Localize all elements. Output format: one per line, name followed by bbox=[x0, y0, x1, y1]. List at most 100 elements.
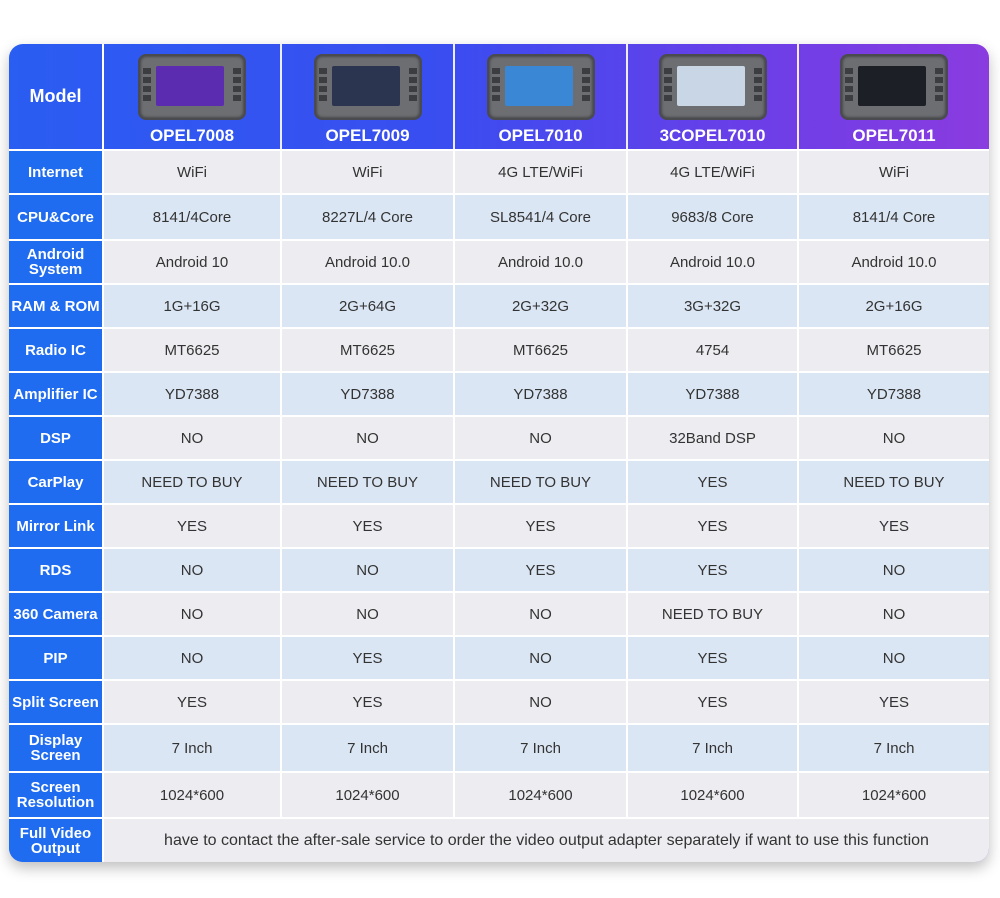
spec-label: Mirror Link bbox=[9, 504, 104, 549]
spec-value: 7 Inch bbox=[103, 724, 282, 773]
spec-value: YES bbox=[281, 504, 455, 549]
car-stereo-image bbox=[658, 53, 767, 120]
spec-value: 8227L/4 Core bbox=[281, 194, 455, 241]
spec-value: YES bbox=[103, 680, 282, 725]
spec-value: YES bbox=[281, 680, 455, 725]
spec-value: YD7388 bbox=[281, 372, 455, 417]
spec-row: Screen Resolution 1024*600 1024*600 1024*60… bbox=[9, 772, 989, 819]
spec-value: 4G LTE/WiFi bbox=[627, 150, 799, 195]
model-name: OPEL7011 bbox=[852, 125, 936, 145]
spec-value: Android 10.0 bbox=[798, 240, 989, 285]
model-header-row: Model OPEL7008 OPEL7009 OPEL7010 3COPEL7… bbox=[9, 44, 989, 151]
spec-value: NEED TO BUY bbox=[454, 460, 628, 505]
spec-value: YES bbox=[627, 680, 799, 725]
model-name: OPEL7010 bbox=[498, 125, 583, 145]
model-name: 3COPEL7010 bbox=[659, 125, 766, 145]
spec-value: YES bbox=[627, 504, 799, 549]
spec-value: MT6625 bbox=[103, 328, 282, 373]
spec-value: NO bbox=[103, 636, 282, 681]
spec-label: Radio IC bbox=[9, 328, 104, 373]
spec-label: 360 Camera bbox=[9, 592, 104, 637]
spec-row: RAM & ROM 1G+16G 2G+64G 2G+32G 3G+32G 2G+16G bbox=[9, 284, 989, 329]
spec-value: 32Band DSP bbox=[627, 416, 799, 461]
spec-row: Internet WiFi WiFi 4G LTE/WiFi 4G LTE/WiFi Wi… bbox=[9, 150, 989, 195]
spec-value: NO bbox=[798, 416, 989, 461]
spec-row: CarPlay NEED TO BUY NEED TO BUY NEED TO BUY… bbox=[9, 460, 989, 505]
spec-value: YES bbox=[798, 504, 989, 549]
spec-row: CPU&Core 8141/4Core 8227L/4 Core SL8541/4 C… bbox=[9, 194, 989, 241]
spec-value: WiFi bbox=[798, 150, 989, 195]
spec-value: MT6625 bbox=[798, 328, 989, 373]
spec-value: 1G+16G bbox=[103, 284, 282, 329]
spec-value: NO bbox=[454, 416, 628, 461]
spec-value: NO bbox=[454, 680, 628, 725]
spec-row: DSP NO NO NO 32Band DSP NO bbox=[9, 416, 989, 461]
footer-note: have to contact the after-sale service t… bbox=[103, 818, 989, 862]
spec-row: Radio IC MT6625 MT6625 MT6625 4754 MT6625 bbox=[9, 328, 989, 373]
spec-value: 9683/8 Core bbox=[627, 194, 799, 241]
spec-value: SL8541/4 Core bbox=[454, 194, 628, 241]
spec-row: PIP NO YES NO YES NO bbox=[9, 636, 989, 681]
spec-value: YD7388 bbox=[103, 372, 282, 417]
spec-value: NO bbox=[798, 548, 989, 593]
spec-value: YD7388 bbox=[454, 372, 628, 417]
spec-label: RAM & ROM bbox=[9, 284, 104, 329]
spec-label: PIP bbox=[9, 636, 104, 681]
spec-value: NO bbox=[454, 592, 628, 637]
model-column-header: 3COPEL7010 bbox=[627, 44, 799, 151]
stereo-screen bbox=[858, 65, 926, 106]
spec-value: Android 10 bbox=[103, 240, 282, 285]
car-stereo-image bbox=[138, 53, 246, 120]
spec-value: 4754 bbox=[627, 328, 799, 373]
spec-row: Split Screen YES YES NO YES YES bbox=[9, 680, 989, 725]
model-column-header: OPEL7008 bbox=[103, 44, 282, 151]
spec-value: 1024*600 bbox=[281, 772, 455, 819]
spec-value: 7 Inch bbox=[281, 724, 455, 773]
spec-value: NO bbox=[281, 416, 455, 461]
spec-row: Mirror Link YES YES YES YES YES bbox=[9, 504, 989, 549]
car-stereo-image bbox=[313, 53, 422, 120]
spec-value: YES bbox=[627, 460, 799, 505]
spec-row: Android System Android 10 Android 10.0 Andr… bbox=[9, 240, 989, 285]
spec-value: 2G+16G bbox=[798, 284, 989, 329]
spec-label: RDS bbox=[9, 548, 104, 593]
spec-value: NO bbox=[798, 592, 989, 637]
spec-value: MT6625 bbox=[454, 328, 628, 373]
stereo-screen bbox=[331, 65, 400, 106]
model-header-label: Model bbox=[9, 44, 104, 151]
spec-value: MT6625 bbox=[281, 328, 455, 373]
stereo-screen bbox=[504, 65, 573, 106]
spec-label: Display Screen bbox=[9, 724, 104, 773]
spec-value: 8141/4 Core bbox=[798, 194, 989, 241]
spec-value: 1024*600 bbox=[103, 772, 282, 819]
model-column-header: OPEL7010 bbox=[454, 44, 628, 151]
spec-value: NEED TO BUY bbox=[798, 460, 989, 505]
spec-value: 7 Inch bbox=[627, 724, 799, 773]
model-name: OPEL7009 bbox=[325, 125, 410, 145]
spec-value: NEED TO BUY bbox=[281, 460, 455, 505]
spec-row: Amplifier IC YD7388 YD7388 YD7388 YD7388 YD73… bbox=[9, 372, 989, 417]
stereo-screen bbox=[676, 65, 745, 106]
comparison-card: Model OPEL7008 OPEL7009 OPEL7010 3COPEL7… bbox=[9, 44, 989, 862]
spec-label: DSP bbox=[9, 416, 104, 461]
model-name: OPEL7008 bbox=[149, 125, 235, 145]
spec-value: 2G+64G bbox=[281, 284, 455, 329]
spec-value: NO bbox=[798, 636, 989, 681]
car-stereo-image bbox=[486, 53, 595, 120]
spec-value: WiFi bbox=[281, 150, 455, 195]
spec-label: Split Screen bbox=[9, 680, 104, 725]
spec-row: RDS NO NO YES YES NO bbox=[9, 548, 989, 593]
spec-value: Android 10.0 bbox=[627, 240, 799, 285]
stereo-screen bbox=[156, 65, 224, 106]
spec-value: Android 10.0 bbox=[454, 240, 628, 285]
spec-value: 1024*600 bbox=[627, 772, 799, 819]
spec-value: 1024*600 bbox=[454, 772, 628, 819]
footer-label: Full Video Output bbox=[9, 818, 104, 862]
spec-value: NEED TO BUY bbox=[103, 460, 282, 505]
spec-table: Model OPEL7008 OPEL7009 OPEL7010 3COPEL7… bbox=[9, 44, 989, 862]
spec-label: Screen Resolution bbox=[9, 772, 104, 819]
spec-value: 4G LTE/WiFi bbox=[454, 150, 628, 195]
spec-value: WiFi bbox=[103, 150, 282, 195]
spec-label: CPU&Core bbox=[9, 194, 104, 241]
spec-value: NO bbox=[103, 592, 282, 637]
